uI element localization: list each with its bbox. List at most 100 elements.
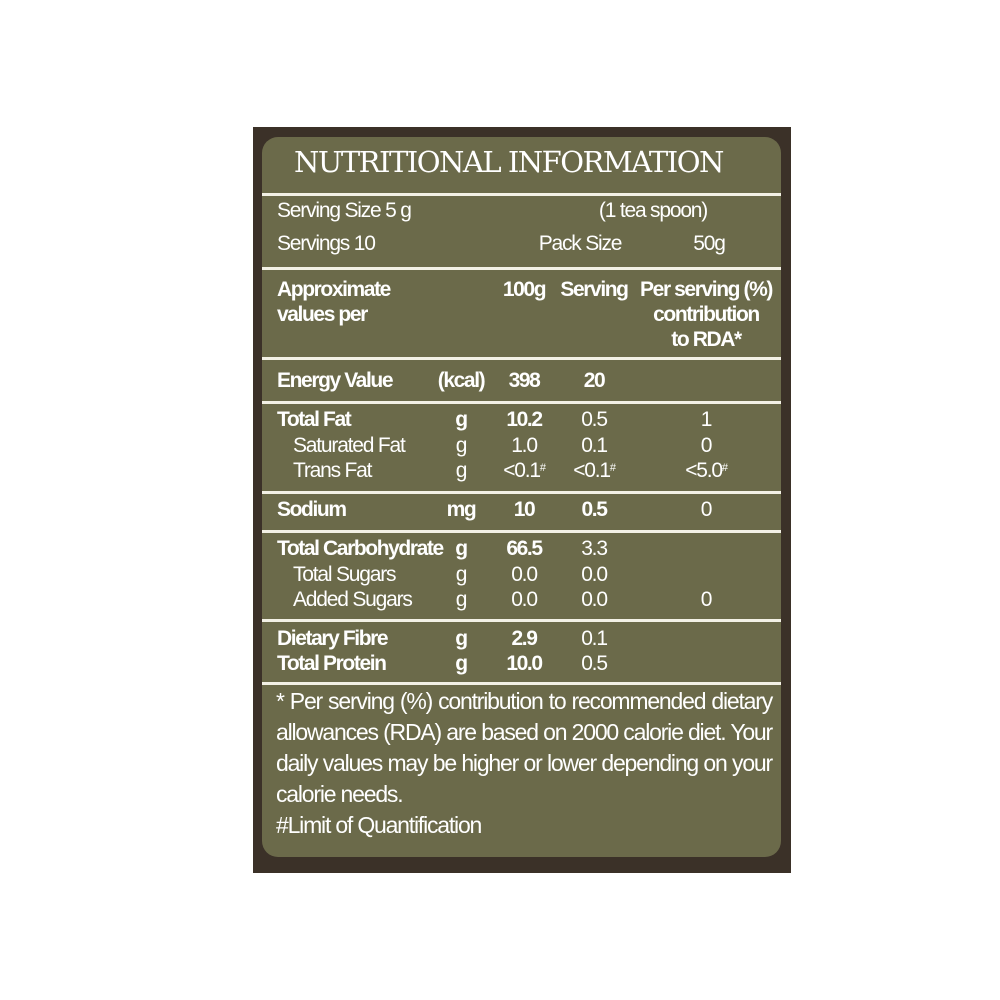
value-per-serving-text: 0.5 [581, 652, 608, 675]
nutrient-name-text: Total Protein [277, 652, 387, 675]
nutrient-unit: g [455, 626, 468, 651]
panel-title: NUTRITIONAL INFORMATION [294, 145, 724, 179]
value-rda: 0 [700, 433, 713, 458]
nutrition-panel [262, 137, 781, 857]
value-per-100g: 1.0 [511, 433, 538, 458]
value-per-100g-text: 0.0 [511, 563, 538, 586]
value-per-serving: 3.3 [581, 536, 608, 561]
divider [262, 357, 781, 360]
nutrient-unit-text: g [455, 652, 468, 675]
nutrient-unit: g [455, 651, 468, 676]
value-rda: 0 [700, 497, 713, 522]
nutrient-name: Total Sugars [293, 562, 397, 587]
divider [262, 193, 781, 196]
divider [262, 682, 781, 685]
nutrient-name: Total Carbohydrate [277, 536, 444, 561]
value-per-100g: <0.1# [503, 458, 546, 483]
serving-note: (1 tea spoon) [598, 199, 708, 222]
nutrient-unit-text: g [455, 588, 468, 611]
value-per-100g-text: 1.0 [511, 434, 538, 457]
nutrient-name: Added Sugars [293, 587, 413, 612]
nutrient-unit-text: g [455, 563, 468, 586]
nutrient-unit-text: g [455, 537, 468, 560]
nutrient-name: Total Fat [277, 407, 352, 432]
value-per-serving: 20 [583, 368, 606, 393]
footnote-loq: #Limit of Quantification [276, 812, 482, 838]
nutrient-unit-text: g [455, 434, 468, 457]
nutrient-unit: g [455, 587, 468, 612]
footnote-rda: * Per serving (%) contribution to recomm… [276, 688, 773, 807]
nutrient-unit-text: (kcal) [437, 369, 486, 392]
header-rda-1: Per serving (%) [640, 278, 773, 301]
value-per-serving-text: 0.0 [581, 563, 608, 586]
value-per-100g: 0.0 [511, 562, 538, 587]
value-rda: 0 [700, 587, 713, 612]
nutrient-name-text: Energy Value [277, 369, 394, 392]
value-per-100g-text: 10 [513, 498, 536, 521]
value-per-100g-text: 10.2 [506, 408, 543, 431]
footnote: * Per serving (%) contribution to recomm… [276, 686, 773, 841]
serving-size: Serving Size 5 g [277, 199, 412, 222]
loq-mark: # [609, 462, 616, 474]
value-per-serving-text: 0.1 [581, 627, 608, 650]
header-100g: 100g [502, 278, 547, 301]
value-per-100g-text: 66.5 [506, 537, 543, 560]
nutrient-unit-text: g [455, 408, 468, 431]
value-per-100g: 2.9 [511, 626, 538, 651]
divider [262, 267, 781, 270]
value-rda: 1 [700, 407, 713, 432]
value-per-100g-text: <0.1 [503, 459, 541, 482]
nutrient-unit: g [455, 536, 468, 561]
header-rda-3: to RDA* [671, 328, 742, 351]
value-per-serving: <0.1# [573, 458, 616, 483]
nutrient-unit: g [455, 458, 468, 483]
nutrient-name-text: Total Fat [277, 408, 352, 431]
value-per-100g: 10.0 [506, 651, 543, 676]
loq-mark: # [721, 462, 728, 474]
value-per-serving-text: 20 [583, 369, 606, 392]
servings-count: Servings 10 [277, 232, 376, 255]
nutrient-unit: g [455, 433, 468, 458]
divider [262, 530, 781, 533]
header-label-2: values per [277, 303, 368, 326]
value-per-100g: 66.5 [506, 536, 543, 561]
value-per-serving-text: 0.1 [581, 434, 608, 457]
divider [262, 401, 781, 404]
value-per-100g: 398 [509, 368, 541, 393]
value-rda-text: 1 [700, 408, 713, 431]
value-per-100g-text: 0.0 [511, 588, 538, 611]
value-per-serving-text: <0.1 [573, 459, 611, 482]
divider [262, 619, 781, 622]
nutrient-name-text: Trans Fat [293, 459, 372, 482]
nutrient-unit-text: g [455, 459, 468, 482]
nutrient-name-text: Added Sugars [293, 588, 413, 611]
value-per-serving-text: 0.5 [581, 408, 608, 431]
nutrient-name: Dietary Fibre [277, 626, 389, 651]
value-per-100g: 0.0 [511, 587, 538, 612]
value-rda-text: 0 [700, 588, 713, 611]
value-per-100g-text: 2.9 [511, 627, 538, 650]
nutrient-unit-text: mg [446, 498, 477, 521]
pack-size-value: 50g [693, 232, 726, 255]
value-per-100g: 10.2 [506, 407, 543, 432]
value-rda-text: 0 [700, 498, 713, 521]
value-per-100g-text: 10.0 [506, 652, 543, 675]
loq-mark: # [539, 462, 546, 474]
value-rda-text: 0 [700, 434, 713, 457]
nutrient-name: Total Protein [277, 651, 387, 676]
nutrient-unit: g [455, 407, 468, 432]
nutrient-unit: g [455, 562, 468, 587]
value-per-serving: 0.5 [581, 651, 608, 676]
nutrient-unit: (kcal) [437, 368, 486, 393]
value-per-serving: 0.5 [581, 407, 608, 432]
nutrient-unit: mg [446, 497, 477, 522]
header-rda-2: contribution [653, 303, 760, 326]
nutrient-name: Sodium [277, 497, 347, 522]
value-rda-text: <5.0 [685, 459, 723, 482]
value-per-serving: 0.1 [581, 626, 608, 651]
divider [262, 491, 781, 494]
nutrient-name: Saturated Fat [293, 433, 406, 458]
header-serving: Serving [560, 278, 629, 301]
value-per-serving: 0.0 [581, 562, 608, 587]
value-per-serving-text: 0.0 [581, 588, 608, 611]
